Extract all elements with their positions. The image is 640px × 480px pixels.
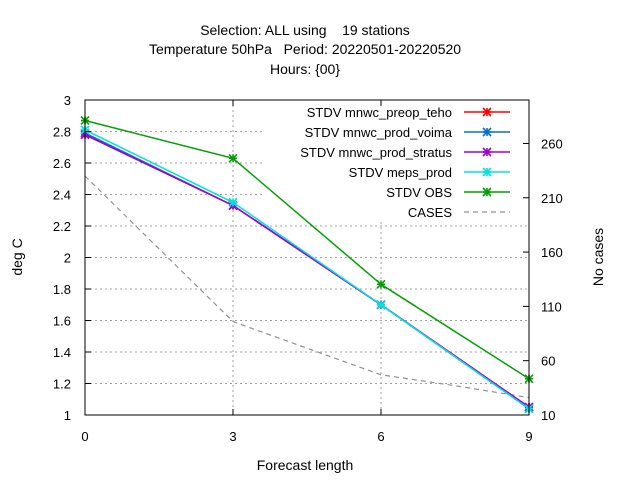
data-point [376,279,386,289]
chart-title-line-3: Hours: {00} [270,61,340,77]
y2-tick-label: 160 [541,245,563,260]
legend-label: STDV mnwc_preop_teho [307,105,452,120]
data-point [228,197,238,207]
y-tick-label: 2.4 [53,188,71,203]
legend-marker [482,127,492,137]
legend-label: STDV meps_prod [349,165,452,180]
series-3 [80,125,534,414]
grid-lines [85,100,529,415]
y2-tick-label: 110 [541,299,562,314]
legend: STDV mnwc_preop_teho STDV mnwc_prod_voima… [300,105,510,220]
chart-title-line-1: Selection: ALL using 19 stations [200,22,410,38]
x-tick-label: 3 [229,429,236,444]
y-tick-label: 2 [64,251,71,266]
y2-axis-label: No cases [590,228,606,286]
data-point [228,153,238,163]
y-tick-label: 1.2 [53,377,71,392]
y-tick-label: 1.6 [53,314,71,329]
cases-series [84,175,530,399]
legend-label: CASES [408,205,452,220]
legend-label: STDV OBS [386,185,452,200]
y-tick-label: 1.4 [53,345,71,360]
chart-title-line-2: Temperature 50hPa Period: 20220501-20220… [149,41,461,57]
x-tick-label: 0 [81,429,88,444]
y-axis-label: deg C [9,238,25,275]
legend-marker [482,167,492,177]
y-tick-label: 1 [64,408,71,423]
y-tick-label: 2.6 [53,156,71,171]
x-tick-label: 9 [525,429,532,444]
legend-label: STDV mnwc_prod_stratus [300,145,452,160]
legend-marker [482,147,492,157]
cases-line [84,175,530,399]
legend-entry: CASES [408,205,510,220]
legend-entry: STDV mnwc_prod_stratus [300,145,510,160]
y-tick-label: 2.2 [53,219,71,234]
legend-entry: STDV mnwc_preop_teho [307,105,510,120]
y-tick-label: 2.8 [53,125,71,140]
legend-marker [482,107,492,117]
series-line [84,129,530,410]
y-tick-label: 3 [64,93,71,108]
legend-label: STDV mnwc_prod_voima [305,125,453,140]
y2-tick-label: 260 [541,136,563,151]
y2-tick-label: 210 [541,191,563,206]
x-tick-label: 6 [377,429,384,444]
legend-entry: STDV meps_prod [349,165,510,180]
legend-entry: STDV mnwc_prod_voima [305,125,510,140]
series-line [84,119,530,380]
y2-tick-label: 60 [541,354,555,369]
x-axis-label: Forecast length [257,457,354,473]
y-tick-label: 1.8 [53,282,71,297]
legend-marker [482,187,492,197]
axis-ticks: 1 1.2 1.4 1.6 1.8 2 2.2 2.4 2.6 2.8 3 0 3 6 9 10 60 110 16… [53,93,563,444]
legend-entry: STDV OBS [386,185,510,200]
data-point [376,300,386,310]
y2-tick-label: 10 [541,408,555,423]
